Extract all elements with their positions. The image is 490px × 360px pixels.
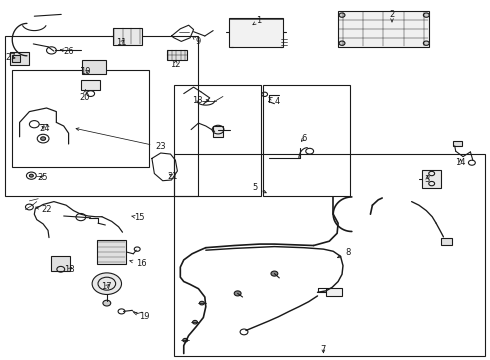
Text: 2: 2: [390, 10, 394, 22]
Circle shape: [29, 174, 33, 177]
Text: 3: 3: [425, 175, 430, 184]
Text: 15: 15: [132, 213, 145, 222]
Circle shape: [271, 271, 278, 276]
Circle shape: [41, 137, 46, 140]
Bar: [51, 256, 70, 271]
Bar: [213, 126, 223, 137]
Text: 25: 25: [38, 173, 49, 181]
Circle shape: [339, 13, 345, 17]
Text: 9: 9: [193, 36, 201, 46]
Bar: [81, 80, 100, 90]
Text: 26: 26: [60, 46, 74, 55]
Circle shape: [183, 338, 188, 342]
Text: 11: 11: [116, 38, 127, 47]
Circle shape: [199, 301, 204, 305]
Text: 12: 12: [170, 60, 181, 69]
Bar: [97, 240, 126, 264]
Text: 7: 7: [321, 345, 326, 354]
Bar: [326, 288, 342, 296]
Circle shape: [193, 320, 197, 324]
Text: 21: 21: [167, 172, 178, 181]
Text: 23: 23: [76, 128, 166, 152]
Bar: [10, 52, 29, 65]
Text: 19: 19: [134, 311, 150, 320]
Circle shape: [234, 291, 241, 296]
Bar: [113, 28, 142, 45]
Text: 17: 17: [101, 282, 112, 291]
Text: 5: 5: [252, 183, 266, 193]
Bar: [441, 238, 452, 245]
Text: 6: 6: [301, 134, 306, 143]
Circle shape: [423, 41, 429, 45]
Bar: [12, 55, 20, 62]
Text: 1: 1: [253, 16, 261, 25]
Bar: [174, 154, 485, 356]
Text: 24: 24: [40, 124, 50, 133]
Bar: [453, 141, 462, 146]
Bar: [167, 50, 187, 60]
Circle shape: [423, 13, 429, 17]
Bar: [12, 70, 149, 167]
Text: 8: 8: [338, 248, 350, 258]
Text: 16: 16: [130, 259, 147, 268]
Bar: [174, 85, 261, 196]
Bar: [263, 85, 350, 196]
Bar: [338, 11, 429, 47]
Text: 18: 18: [64, 265, 75, 274]
Circle shape: [92, 273, 122, 294]
Text: 4: 4: [269, 97, 279, 106]
Bar: [229, 18, 283, 47]
Text: 22: 22: [36, 205, 52, 214]
Text: 27: 27: [5, 53, 16, 62]
Circle shape: [103, 300, 111, 306]
Text: 10: 10: [80, 68, 91, 77]
Text: 13: 13: [192, 96, 209, 105]
Circle shape: [339, 41, 345, 45]
Bar: [422, 170, 441, 188]
Text: 14: 14: [455, 158, 466, 167]
Bar: [5, 36, 198, 196]
Bar: [82, 60, 106, 74]
Text: 20: 20: [79, 90, 90, 102]
